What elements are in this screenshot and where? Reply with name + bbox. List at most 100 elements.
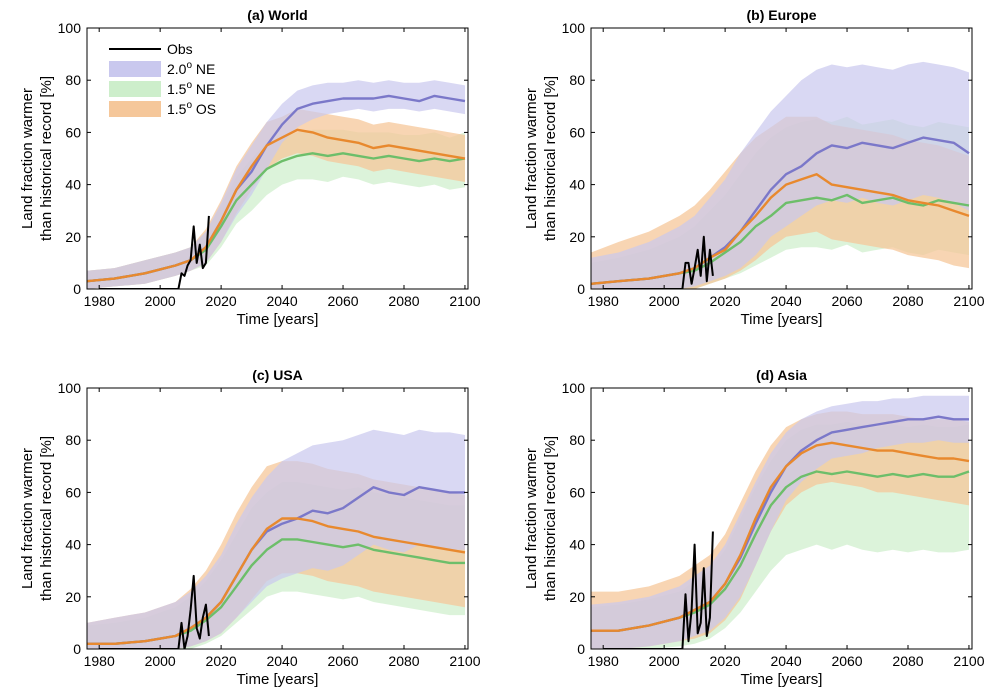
legend-label-degree: o	[186, 80, 192, 91]
chart-title: (c) USA	[252, 367, 303, 383]
y-axis-label-line: than historical record [%]	[542, 76, 559, 241]
y-tick-label: 20	[569, 589, 585, 605]
y-tick-label: 0	[577, 281, 585, 297]
x-tick-label: 2040	[770, 653, 801, 669]
y-axis-label: Land fraction warmer than historical reco…	[19, 76, 55, 241]
panel-europe: 1980 2000 2020 2040 2060 2080 2100020406080100…	[523, 7, 985, 328]
x-tick-label: 2100	[449, 293, 480, 309]
legend-label: 1.5o NE	[167, 80, 215, 97]
legend-label-value: 2.0	[167, 61, 187, 77]
y-tick-label: 80	[569, 432, 585, 448]
x-tick-label: 2040	[266, 293, 297, 309]
y-tick-label: 40	[65, 177, 81, 193]
x-axis-label: Time [years]	[741, 311, 823, 328]
series-line-obs	[603, 531, 714, 649]
y-tick-label: 100	[58, 380, 82, 396]
x-tick-label: 1980	[588, 653, 619, 669]
legend-label-value: 1.5	[167, 81, 187, 97]
y-tick-label: 20	[65, 589, 81, 605]
y-axis-label-line: than historical record [%]	[38, 436, 55, 601]
x-tick-label: 2100	[953, 653, 984, 669]
y-axis-label: Land fraction warmer than historical reco…	[523, 76, 559, 241]
y-axis-label: Land fraction warmer than historical reco…	[19, 436, 55, 601]
x-tick-label: 2020	[710, 653, 741, 669]
y-tick-label: 20	[569, 229, 585, 245]
legend-label-suffix: OS	[192, 101, 216, 117]
data-layer	[87, 80, 466, 289]
x-tick-label: 2000	[145, 293, 176, 309]
axes-box	[86, 27, 469, 290]
x-tick-label: 2000	[649, 653, 680, 669]
series-line-1-5-ne	[87, 538, 465, 645]
band-2-0-ne	[591, 395, 969, 649]
x-tick-label: 2080	[388, 653, 419, 669]
panel-usa: 1980 2000 2020 2040 2060 2080 2100020406080100…	[19, 367, 481, 688]
y-tick-label: 20	[65, 229, 81, 245]
band-2-0-ne	[87, 429, 465, 649]
axes-box	[590, 27, 973, 290]
y-tick-label: 100	[58, 20, 82, 36]
x-tick-label: 2080	[388, 293, 419, 309]
y-tick-label: 0	[73, 641, 81, 657]
x-tick-label: 2040	[770, 293, 801, 309]
x-tick-label: 1980	[84, 653, 115, 669]
y-tick-label: 40	[569, 177, 585, 193]
legend-swatch-patch	[109, 81, 161, 97]
panel-world: 1980 2000 2020 2040 2060 2080 2100020406080100…	[19, 7, 481, 328]
y-tick-label: 80	[65, 432, 81, 448]
series-line-obs	[603, 235, 714, 289]
series-line-obs	[99, 215, 210, 289]
band-2-0-ne	[591, 61, 969, 289]
data-layer	[591, 61, 970, 289]
chart-title: (a) World	[247, 7, 307, 23]
legend-label: 2.0o NE	[167, 60, 215, 77]
y-axis-label-line: Land fraction warmer	[523, 448, 540, 589]
x-tick-label: 2100	[953, 293, 984, 309]
y-axis-label-line: Land fraction warmer	[19, 88, 36, 229]
y-tick-label: 0	[73, 281, 81, 297]
legend-swatch-patch	[109, 61, 161, 77]
legend-label-value: Obs	[167, 41, 193, 57]
panel-asia: 1980 2000 2020 2040 2060 2080 2100020406080100…	[523, 367, 985, 688]
legend-label-value: 1.5	[167, 101, 187, 117]
x-tick-label: 2020	[206, 293, 237, 309]
y-tick-label: 0	[577, 641, 585, 657]
x-tick-label: 2000	[145, 653, 176, 669]
axes-box	[86, 387, 469, 650]
x-tick-label: 2080	[892, 293, 923, 309]
y-axis-label-line: Land fraction warmer	[523, 88, 540, 229]
y-tick-label: 80	[65, 72, 81, 88]
series-line-1-5-os	[591, 441, 970, 632]
legend-swatch-patch	[109, 101, 161, 117]
y-tick-label: 100	[562, 380, 586, 396]
x-tick-label: 2100	[449, 653, 480, 669]
x-axis-label: Time [years]	[741, 671, 823, 688]
y-tick-label: 60	[65, 484, 81, 500]
series-line-1-5-os	[87, 128, 466, 283]
x-tick-label: 2020	[710, 293, 741, 309]
legend-label-degree: o	[186, 100, 192, 111]
y-tick-label: 80	[569, 72, 585, 88]
y-tick-label: 60	[65, 124, 81, 140]
y-tick-label: 100	[562, 20, 586, 36]
band-1-5-os	[87, 108, 465, 289]
series-line-obs	[99, 574, 210, 649]
x-tick-label: 2000	[649, 293, 680, 309]
x-tick-label: 2060	[327, 293, 358, 309]
series-line-1-5-os	[87, 517, 466, 645]
data-layer	[87, 429, 466, 649]
x-tick-label: 1980	[84, 293, 115, 309]
band-2-0-ne	[87, 80, 465, 289]
x-tick-label: 2060	[327, 653, 358, 669]
axes-box	[590, 387, 973, 650]
x-tick-label: 2020	[206, 653, 237, 669]
chart-title: (b) Europe	[747, 7, 817, 23]
x-tick-label: 2060	[831, 653, 862, 669]
legend-label: 1.5o OS	[167, 100, 216, 117]
y-tick-label: 40	[569, 537, 585, 553]
y-axis-label-line: than historical record [%]	[38, 76, 55, 241]
y-axis-label-line: than historical record [%]	[542, 436, 559, 601]
x-tick-label: 1980	[588, 293, 619, 309]
